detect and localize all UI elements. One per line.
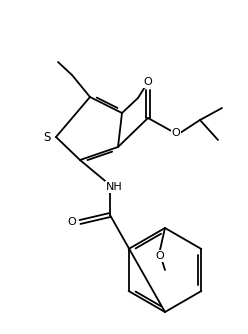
Text: O: O (172, 128, 180, 138)
Text: O: O (144, 77, 152, 87)
Text: O: O (156, 251, 164, 261)
Text: NH: NH (106, 182, 122, 192)
Text: O: O (68, 217, 76, 227)
Text: S: S (43, 131, 51, 144)
